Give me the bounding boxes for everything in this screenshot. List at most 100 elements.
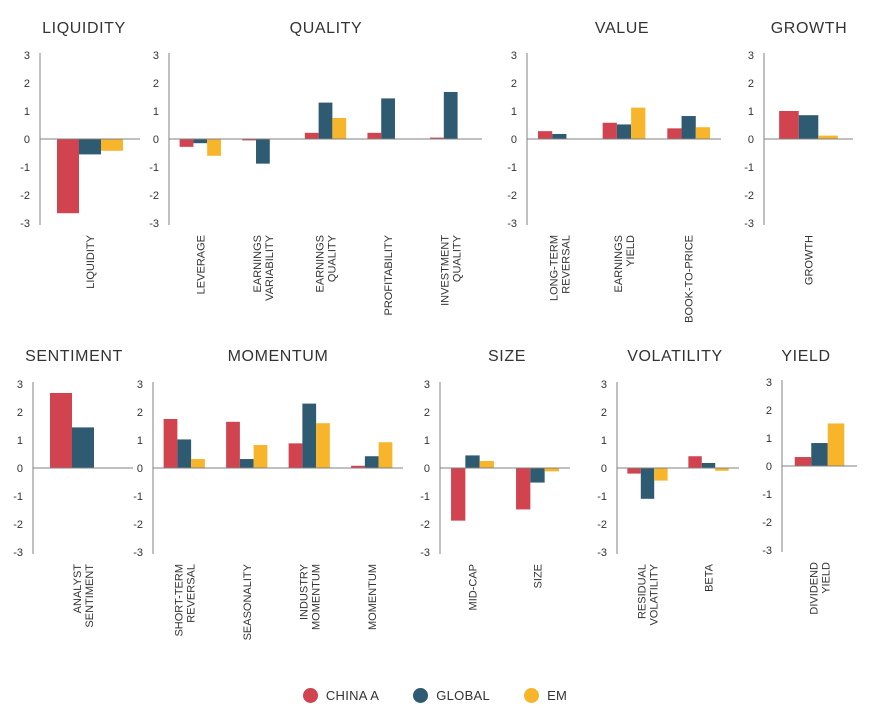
panel-title-momentum: MOMENTUM — [228, 348, 329, 365]
bar-global-long-term-reversal — [552, 133, 567, 139]
legend-item-global: GLOBAL — [413, 687, 490, 703]
y-tick-label: 2 — [601, 407, 607, 419]
bar-em-growth — [818, 135, 838, 139]
y-tick-label: 3 — [766, 377, 772, 389]
bar-em-earnings-quality — [332, 118, 347, 139]
bar-china-a-residual-volatility — [627, 468, 641, 474]
bar-global-analyst-sentiment — [72, 427, 94, 468]
bar-china-a-profitability — [367, 132, 382, 139]
y-tick-label: 1 — [137, 435, 143, 447]
category-label-industry-momentum: INDUSTRYMOMENTUM — [298, 563, 322, 630]
panel-quality: QUALITY 3 2 1 0 -1 -2 -3 LEVERAGE EARNINGSVARIABI… — [149, 20, 482, 315]
y-tick-label: -1 — [507, 162, 517, 174]
y-tick-label: 2 — [153, 78, 159, 90]
category-label-size: SIZE — [533, 564, 545, 588]
y-tick-label: 3 — [601, 379, 607, 391]
bar-em-short-term-reversal — [191, 459, 205, 468]
bar-china-a-earnings-yield — [602, 122, 617, 139]
bar-em-leverage — [207, 139, 221, 156]
bar-global-leverage — [193, 139, 208, 144]
panel-growth: GROWTH 3 2 1 0 -1 -2 -3 GROWTH — [744, 20, 853, 285]
bar-china-a-book-to-price — [667, 128, 682, 139]
category-label-liquidity: LIQUIDITY — [85, 234, 97, 288]
y-tick-label: 1 — [153, 106, 159, 118]
legend-swatch-china-a — [302, 687, 318, 703]
y-tick-label: 3 — [24, 50, 30, 62]
y-tick-label: -2 — [133, 519, 143, 531]
y-tick-label: 1 — [17, 435, 23, 447]
category-label-book-to-price: BOOK-TO-PRICE — [684, 235, 696, 323]
y-tick-label: -3 — [762, 545, 772, 557]
legend-item-china-a: CHINA A — [302, 687, 380, 703]
bar-em-beta — [715, 468, 729, 471]
y-tick-label: 2 — [137, 407, 143, 419]
y-tick-label: 3 — [748, 50, 754, 62]
y-tick-label: 1 — [424, 435, 430, 447]
bar-em-mid-cap — [479, 461, 494, 468]
y-tick-label: -3 — [13, 547, 23, 559]
y-tick-label: -1 — [744, 162, 754, 174]
panel-title-yield: YIELD — [781, 348, 830, 365]
legend-label-em: EM — [547, 687, 568, 703]
y-tick-label: 0 — [24, 134, 30, 146]
y-tick-label: 3 — [153, 50, 159, 62]
category-label-leverage: LEVERAGE — [195, 235, 207, 294]
category-label-momentum: MOMENTUM — [367, 564, 379, 630]
bar-china-a-beta — [688, 456, 702, 468]
bar-global-profitability — [381, 98, 395, 139]
panel-title-quality: QUALITY — [290, 20, 363, 37]
y-tick-label: 3 — [17, 379, 23, 391]
bar-global-beta — [701, 462, 716, 468]
y-tick-label: 2 — [424, 407, 430, 419]
panel-title-size: SIZE — [488, 348, 526, 365]
bar-china-a-earnings-variability — [242, 139, 257, 141]
y-tick-label: 0 — [424, 463, 430, 475]
y-tick-label: -3 — [149, 218, 159, 230]
bar-china-a-short-term-reversal — [163, 419, 178, 468]
y-tick-label: 0 — [17, 463, 23, 475]
panel-volatility: VOLATILITY 3 2 1 0 -1 -2 -3 RESIDUALVOLATILITY BE… — [597, 348, 739, 626]
y-tick-label: -1 — [133, 491, 143, 503]
y-tick-label: -2 — [507, 190, 517, 202]
legend-swatch-em — [524, 687, 540, 703]
y-tick-label: 3 — [137, 379, 143, 391]
bar-global-size — [530, 468, 545, 483]
category-label-analyst-sentiment: ANALYSTSENTIMENT — [72, 564, 96, 628]
category-label-investment-quality: INVESTMENTQUALITY — [440, 234, 464, 306]
y-tick-label: 3 — [511, 50, 517, 62]
category-label-profitability: PROFITABILITY — [383, 234, 395, 315]
bar-china-a-size — [516, 468, 531, 510]
y-tick-label: 1 — [748, 106, 754, 118]
bar-china-a-investment-quality — [430, 137, 444, 139]
bar-global-industry-momentum — [302, 403, 317, 468]
bar-global-earnings-quality — [318, 102, 333, 139]
bar-em-momentum — [378, 442, 393, 468]
bar-china-a-long-term-reversal — [537, 131, 553, 139]
bar-global-dividend-yield — [811, 443, 828, 466]
panel-title-sentiment: SENTIMENT — [25, 348, 123, 365]
bar-em-dividend-yield — [827, 423, 845, 466]
y-tick-label: 1 — [601, 435, 607, 447]
bar-china-a-earnings-quality — [304, 132, 319, 139]
bar-em-earnings-yield — [631, 107, 646, 139]
y-tick-label: 1 — [766, 433, 772, 445]
panel-yield: YIELD 3 2 1 0 -1 -2 -3 DIVIDENDYIELD — [762, 348, 857, 615]
bar-em-book-to-price — [695, 127, 711, 139]
bar-em-liquidity — [101, 139, 123, 151]
bar-china-a-mid-cap — [451, 468, 466, 521]
y-tick-label: -3 — [597, 547, 607, 559]
y-tick-label: -2 — [597, 519, 607, 531]
panel-title-liquidity: LIQUIDITY — [42, 20, 126, 37]
y-tick-label: 0 — [601, 463, 607, 475]
y-tick-label: 0 — [766, 461, 772, 473]
y-tick-label: 0 — [153, 134, 159, 146]
bar-global-momentum — [364, 456, 379, 468]
y-tick-label: -3 — [744, 218, 754, 230]
panel-title-value: VALUE — [595, 20, 649, 37]
y-tick-label: -2 — [13, 519, 23, 531]
legend-label-china-a: CHINA A — [325, 687, 380, 703]
bar-china-a-seasonality — [226, 421, 240, 468]
category-label-long-term-reversal: LONG-TERMREVERSAL — [548, 235, 572, 301]
y-tick-label: 2 — [511, 78, 517, 90]
bar-global-seasonality — [239, 459, 254, 468]
